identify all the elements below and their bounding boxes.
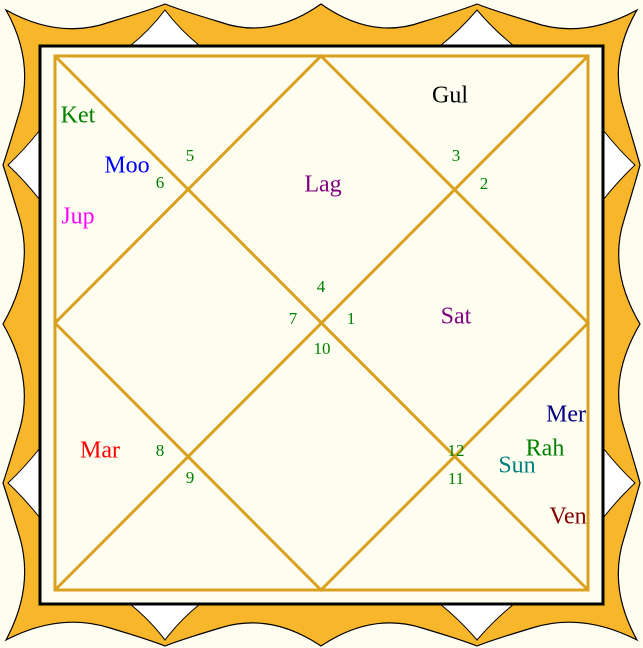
house-number: 6 — [156, 173, 165, 192]
house-number: 7 — [289, 309, 298, 328]
horoscope-chart: Gul Ket Moo Jup Lag Sat Mar Mer Rah Sun … — [0, 0, 643, 648]
house-number: 9 — [186, 468, 195, 487]
house-number: 8 — [156, 441, 165, 460]
planet-label: Sat — [441, 304, 472, 330]
house-number: 10 — [314, 339, 331, 358]
planet-label: Mer — [546, 402, 586, 428]
planet-label: Gul — [432, 83, 468, 109]
house-number: 1 — [347, 309, 356, 328]
planet-label: Lag — [304, 172, 341, 198]
planet-label: Jup — [61, 204, 94, 230]
house-number: 2 — [480, 174, 489, 193]
house-number: 5 — [186, 146, 195, 165]
house-number: 4 — [317, 277, 326, 296]
planet-label: Ven — [549, 504, 586, 530]
planet-label: Ket — [61, 103, 96, 129]
page: Gul Ket Moo Jup Lag Sat Mar Mer Rah Sun … — [0, 0, 643, 648]
house-number: 11 — [448, 469, 464, 488]
house-number: 3 — [452, 146, 461, 165]
planet-label: Mar — [80, 438, 120, 464]
planet-label: Sun — [498, 453, 535, 479]
planet-label: Moo — [104, 153, 149, 179]
house-number: 12 — [448, 441, 465, 460]
